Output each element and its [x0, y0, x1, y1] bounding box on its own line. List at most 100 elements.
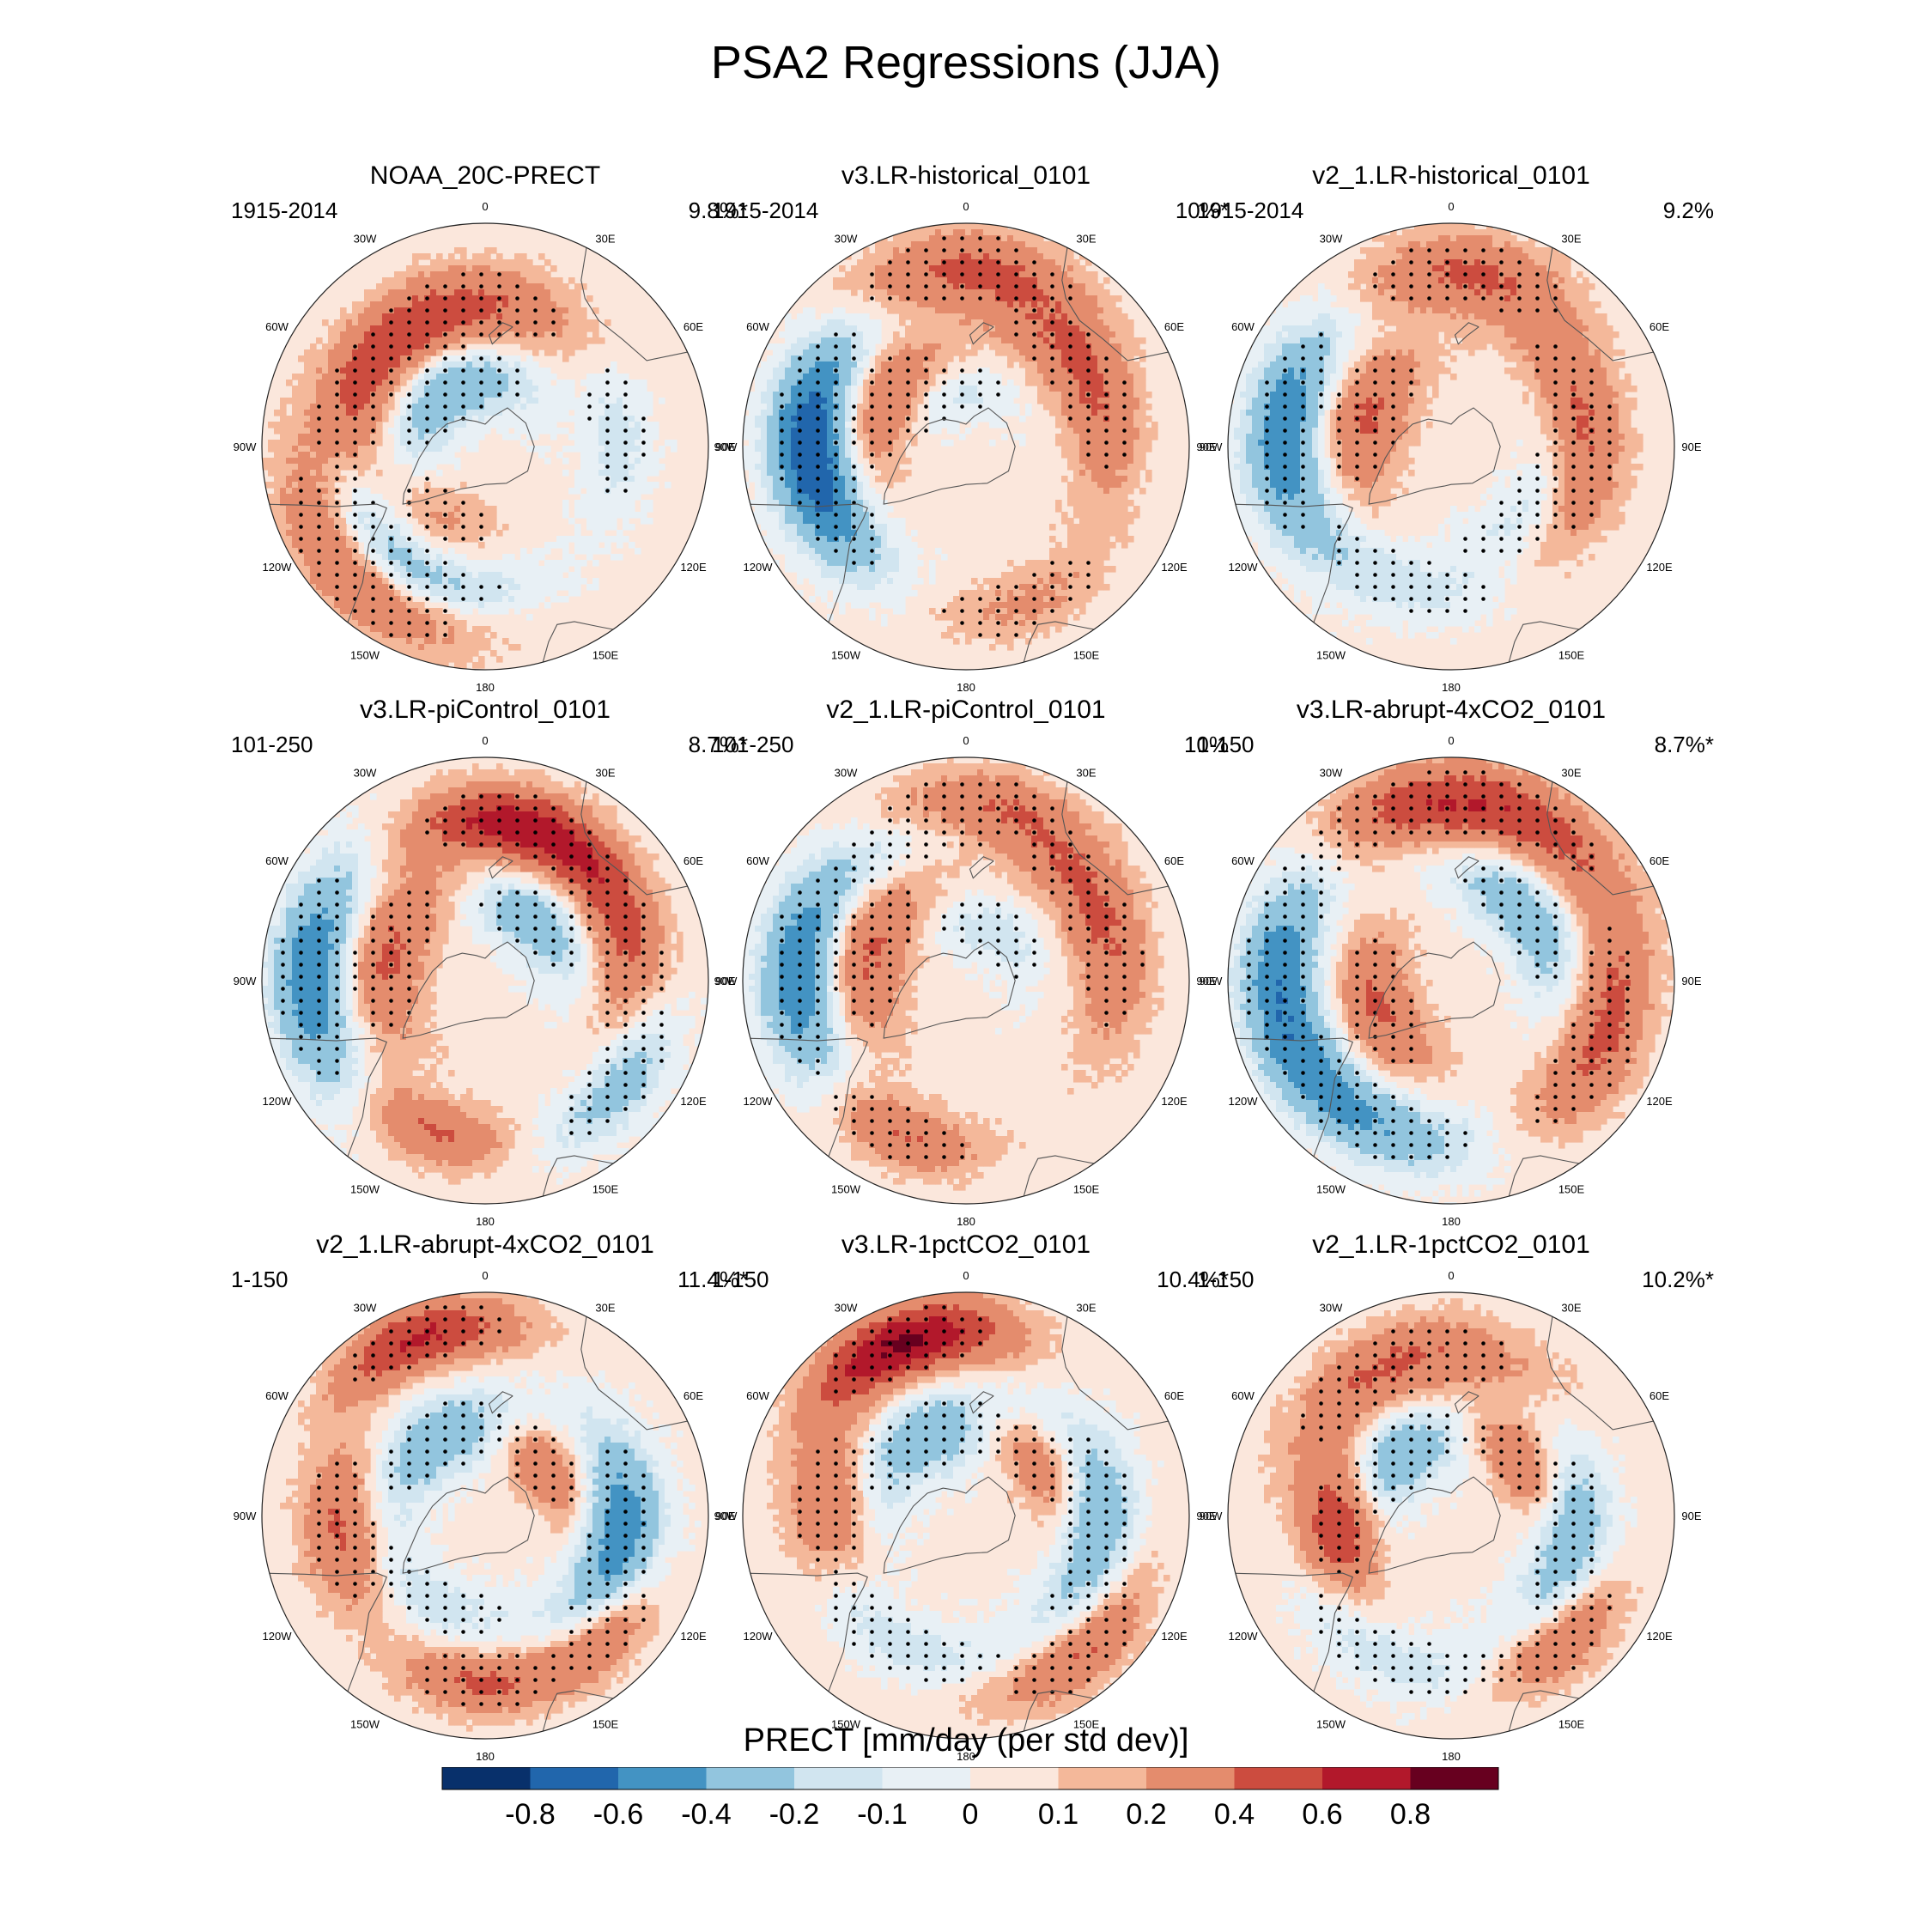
map-panel-2: v3.LR-historical_0101 1915-2014 10%* 0 30… — [712, 161, 1229, 694]
lon-label: 30E — [1561, 1302, 1581, 1315]
significance-stippling — [1301, 1329, 1612, 1694]
lon-label: 90E — [715, 975, 735, 987]
coastlines — [1235, 1316, 1654, 1732]
polar-map: 0 30E 60E 90E 120E 150E 180 150W 120W 90W 60W 30W — [1200, 1269, 1702, 1763]
lon-label: 150W — [831, 1183, 861, 1196]
precip-field — [262, 1292, 708, 1739]
lon-label: 150E — [592, 649, 619, 662]
lon-label: 120E — [1161, 1630, 1188, 1643]
colorbar-tick-label: 0.2 — [1126, 1798, 1166, 1831]
map-boundary — [1227, 756, 1675, 1205]
coastline-aus — [1061, 247, 1169, 361]
colorbar-swatch — [1234, 1767, 1323, 1789]
lon-label: 150E — [1073, 649, 1100, 662]
lon-label: 30W — [1320, 767, 1343, 780]
colorbar-swatch — [1146, 1767, 1235, 1789]
precip-field — [743, 1292, 1189, 1739]
lon-label: 150W — [350, 1183, 380, 1196]
coastline-ant — [883, 1476, 1016, 1574]
lon-label: 60E — [1164, 1389, 1184, 1402]
lon-label: 150W — [1316, 1718, 1346, 1731]
coastline-nz — [488, 856, 513, 879]
lon-label: 0 — [482, 734, 488, 747]
lon-label: 120E — [1161, 561, 1188, 574]
lon-label: 60W — [746, 854, 769, 867]
coastline-nz — [488, 322, 513, 345]
colorbar-tick-label: -0.4 — [681, 1798, 732, 1831]
map-panel-6: v3.LR-abrupt-4xCO2_0101 1-150 8.7%* 0 30E… — [1197, 696, 1714, 1228]
panel-title: v3.LR-historical_0101 — [640, 161, 1292, 191]
lon-label: 150E — [1073, 1183, 1100, 1196]
lon-label: 60E — [1164, 854, 1184, 867]
lon-label: 90E — [1196, 440, 1216, 453]
lon-label: 180 — [476, 1750, 495, 1763]
panel-variance-explained: 10.4%* — [1157, 1267, 1229, 1293]
coastline-sam — [750, 1037, 869, 1157]
panel-title: v2_1.LR-historical_0101 — [1125, 161, 1777, 191]
lon-label: 60W — [1231, 320, 1255, 333]
coastline-sam — [750, 503, 869, 623]
coastline-ant — [883, 941, 1016, 1039]
coastline-aus — [580, 1316, 688, 1431]
lon-label: 150W — [350, 1718, 380, 1731]
colorbar-tick-label: 0.8 — [1390, 1798, 1431, 1831]
lon-label: 120E — [1646, 561, 1673, 574]
coastline-aus — [1546, 781, 1654, 896]
coastlines — [1235, 781, 1654, 1197]
panel-period: 101-250 — [231, 732, 313, 758]
polar-map: 0 30E 60E 90E 120E 150E 180 150W 120W 90W 60W 30W — [714, 200, 1217, 694]
lon-label: 120E — [680, 561, 707, 574]
colorbar-swatch — [794, 1767, 883, 1789]
coastlines — [269, 781, 688, 1197]
coastline-sam — [750, 1572, 869, 1692]
panel-period: 1915-2014 — [712, 197, 818, 224]
lon-label: 0 — [963, 1269, 969, 1282]
panel-variance-explained: 10% — [1184, 732, 1229, 758]
coastline-aus — [1061, 1316, 1169, 1431]
panel-variance-explained: 8.7%* — [1655, 732, 1714, 758]
lon-label: 150E — [592, 1183, 619, 1196]
lon-label: 120W — [744, 1630, 774, 1643]
lon-label: 60E — [1649, 320, 1669, 333]
map-boundary — [261, 756, 709, 1205]
lon-label: 150W — [831, 1718, 861, 1731]
map-boundary — [1227, 1291, 1675, 1740]
lon-label: 150E — [1558, 1183, 1585, 1196]
colorbar-frame — [441, 1767, 1499, 1790]
coastline-sam — [269, 503, 388, 623]
polar-map: 0 30E 60E 90E 120E 150E 180 150W 120W 90W 60W 30W — [234, 1269, 736, 1763]
significance-stippling — [780, 782, 1145, 1159]
polar-map: 0 30E 60E 90E 120E 150E 180 150W 120W 90W 60W 30W — [234, 734, 736, 1228]
lon-label: 90W — [1200, 1510, 1223, 1522]
lon-label: 120E — [680, 1630, 707, 1643]
lon-label: 60E — [1164, 320, 1184, 333]
lon-label: 30E — [1076, 1302, 1096, 1315]
colorbar-swatch — [706, 1767, 795, 1789]
significance-stippling — [1247, 770, 1630, 1159]
polar-map: 0 30E 60E 90E 120E 150E 180 150W 120W 90W 60W 30W — [1200, 734, 1702, 1228]
lon-label: 150E — [1558, 1718, 1585, 1731]
panel-title: NOAA_20C-PRECT — [159, 161, 811, 191]
lon-label: 60E — [683, 1389, 703, 1402]
lon-label: 0 — [963, 734, 969, 747]
lon-label: 180 — [957, 681, 975, 694]
significance-stippling — [317, 1305, 646, 1706]
lon-label: 150W — [350, 649, 380, 662]
polar-map: 0 30E 60E 90E 120E 150E 180 150W 120W 90W 60W 30W — [714, 734, 1217, 1228]
colorbar-tick-label: 0.6 — [1302, 1798, 1342, 1831]
coastline-afr — [1023, 1155, 1095, 1197]
colorbar-swatch — [1058, 1767, 1147, 1789]
lon-label: 30W — [1320, 1302, 1343, 1315]
lon-label: 30E — [595, 1302, 615, 1315]
lon-label: 30E — [1076, 233, 1096, 246]
colorbar-tick-label: 0.1 — [1038, 1798, 1078, 1831]
lon-label: 120E — [1646, 1630, 1673, 1643]
lon-label: 90E — [715, 1510, 735, 1522]
lon-label: 60E — [683, 854, 703, 867]
coastlines — [750, 1316, 1169, 1732]
lon-label: 90E — [1196, 975, 1216, 987]
coastline-aus — [1546, 247, 1654, 361]
panel-title: v3.LR-1pctCO2_0101 — [640, 1230, 1292, 1260]
coastline-nz — [969, 322, 994, 345]
coastline-afr — [542, 1690, 614, 1732]
